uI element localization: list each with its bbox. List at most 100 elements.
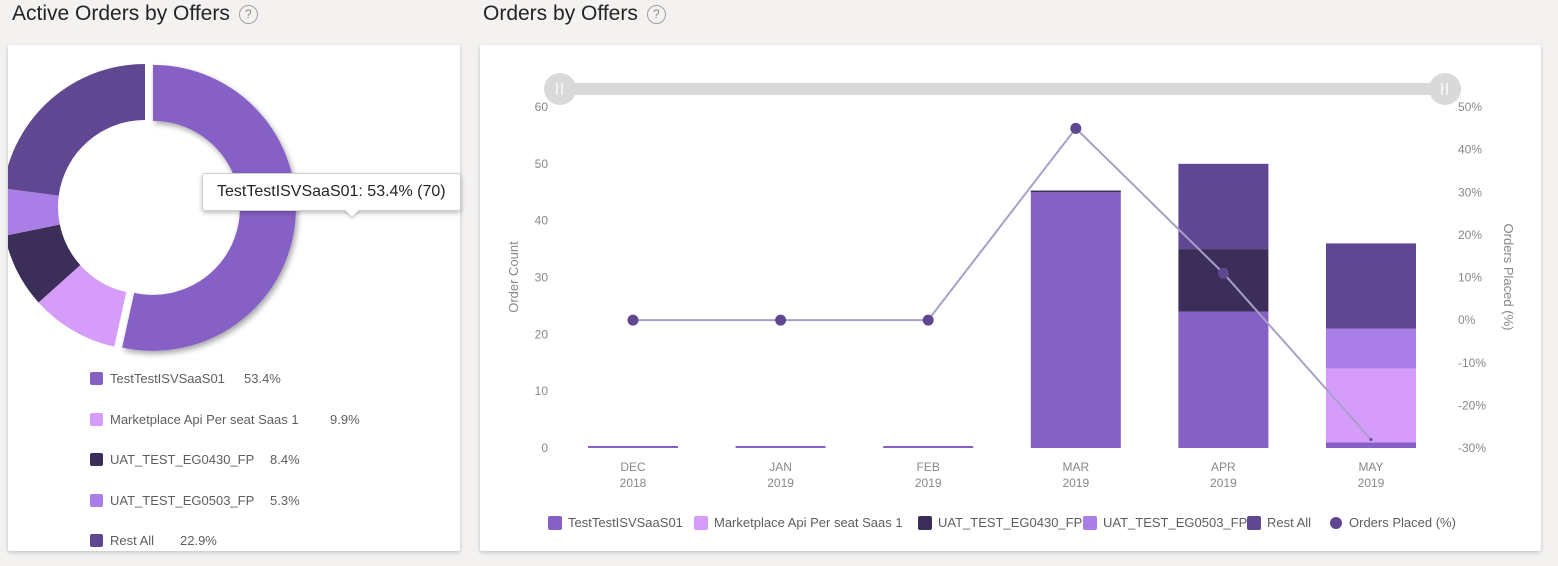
legend-label: Marketplace Api Per seat Saas 1 xyxy=(110,411,299,427)
donut-chart-card: TestTestISVSaaS01 53.4% Marketplace Api Pe… xyxy=(8,45,461,551)
bar-segment-uat-test-eg0430-fp[interactable] xyxy=(1178,249,1269,312)
x-tick-label: MAY xyxy=(1358,460,1383,474)
y-axis-title: Order Count xyxy=(506,241,521,313)
legend-swatch xyxy=(1247,516,1261,530)
legend-label: TestTestISVSaaS01 xyxy=(568,515,683,530)
donut-slice-uat-test-eg0430-fp[interactable] xyxy=(8,224,81,303)
donut-slice-testtestisvsaas01[interactable] xyxy=(122,64,296,351)
tooltip-arrow xyxy=(344,209,360,217)
y-tick-label: 30 xyxy=(535,271,549,285)
y-tick-label: 20 xyxy=(535,327,549,341)
y2-tick-label: 40% xyxy=(1458,143,1482,157)
y2-tick-label: -10% xyxy=(1458,356,1486,370)
y2-tick-label: 10% xyxy=(1458,271,1482,285)
legend-label: Rest All xyxy=(1267,515,1311,530)
range-slider-track[interactable] xyxy=(560,83,1445,95)
bar-chart-card: 0 10 20 30 40 50 60 Order Count -30% -20% -10% 0% 1… xyxy=(480,45,1541,551)
legend-label: Marketplace Api Per seat Saas 1 xyxy=(714,515,903,530)
bar-segment-empty[interactable] xyxy=(588,446,678,448)
orders-placed-point[interactable] xyxy=(922,314,934,326)
y-tick-label: 10 xyxy=(535,384,549,398)
right-panel-title: Orders by Offers ? xyxy=(483,2,666,26)
legend-swatch xyxy=(90,534,103,547)
orders-placed-point[interactable] xyxy=(1070,122,1082,134)
x-tick-label: 2019 xyxy=(1062,476,1089,490)
legend-label: UAT_TEST_EG0503_FP xyxy=(110,492,255,508)
legend-item[interactable]: Marketplace Api Per seat Saas 1 xyxy=(90,412,299,427)
bar-segment-testtestisvsaas01[interactable] xyxy=(1326,442,1416,448)
y-tick-label: 50 xyxy=(535,157,549,171)
legend-label: Rest All xyxy=(110,533,155,548)
bar-segment-empty[interactable] xyxy=(735,446,826,448)
legend-label: Orders Placed (%) xyxy=(1349,515,1456,530)
y-tick-label: 60 xyxy=(535,100,549,114)
left-panel-title-text: Active Orders by Offers xyxy=(12,2,230,25)
bar-segment-rest-all[interactable] xyxy=(1326,243,1416,329)
legend-swatch xyxy=(90,493,103,507)
bar-segment-rest-all[interactable] xyxy=(1178,163,1269,250)
legend-label: UAT_TEST_EG0430_FP xyxy=(938,515,1082,530)
range-slider[interactable] xyxy=(544,73,1461,105)
legend-item-uat-test-eg0430-fp[interactable]: UAT_TEST_EG0430_FP xyxy=(918,515,1082,530)
legend-item-marketplace-api-per-seat-saas-1[interactable]: Marketplace Api Per seat Saas 1 xyxy=(694,515,903,530)
legend-value: 8.4% xyxy=(270,452,300,467)
bar-segment-empty[interactable] xyxy=(883,446,974,448)
legend-item[interactable]: UAT_TEST_EG0503_FP xyxy=(90,493,254,508)
y2-tick-label: 50% xyxy=(1458,100,1482,114)
bar-segment-uat-test-eg0430-fp[interactable] xyxy=(1030,190,1121,193)
donut-slice-marketplace-api-per-seat-saas-1[interactable] xyxy=(38,265,127,347)
x-tick-label: 2018 xyxy=(620,476,647,490)
legend-value: 22.9% xyxy=(180,533,217,548)
x-tick-label: APR xyxy=(1211,460,1236,474)
legend-item-testtestisvsaas01[interactable]: TestTestISVSaaS01 xyxy=(548,515,683,530)
donut-slice-rest-all[interactable] xyxy=(8,64,145,196)
x-tick-label: 2019 xyxy=(1358,476,1385,490)
x-tick-label: 2019 xyxy=(767,476,794,490)
y2-tick-label: 20% xyxy=(1458,228,1482,242)
help-icon[interactable]: ? xyxy=(646,4,666,24)
x-tick-label: 2019 xyxy=(915,476,942,490)
orders-placed-point[interactable] xyxy=(1217,267,1229,279)
left-panel-title: Active Orders by Offers ? xyxy=(12,2,258,26)
y2-axis-title: Orders Placed (%) xyxy=(1501,224,1516,331)
bar-segment-testtestisvsaas01[interactable] xyxy=(1030,192,1121,448)
x-tick-label: JAN xyxy=(769,460,792,474)
legend-item-orders-placed[interactable]: Orders Placed (%) xyxy=(1330,515,1456,530)
orders-placed-line xyxy=(633,126,1372,441)
legend-item[interactable]: UAT_TEST_EG0430_FP xyxy=(90,452,254,467)
legend-label: TestTestISVSaaS01 xyxy=(110,371,225,386)
legend-swatch xyxy=(90,412,103,426)
legend-swatch xyxy=(90,453,103,466)
legend-label: UAT_TEST_EG0430_FP xyxy=(110,452,255,467)
legend-value: 53.4% xyxy=(244,371,281,386)
bar-segment-uat-test-eg0503-fp[interactable] xyxy=(1326,328,1416,369)
legend-item-rest-all[interactable]: Rest All xyxy=(1247,515,1311,530)
x-tick-label: MAR xyxy=(1062,460,1089,474)
x-tick-label: 2019 xyxy=(1210,476,1237,490)
legend-marker xyxy=(1330,517,1342,529)
range-slider-handle-right[interactable] xyxy=(1429,73,1461,105)
y2-tick-label: 30% xyxy=(1458,185,1482,199)
y-tick-label: 0 xyxy=(541,441,548,455)
donut-tooltip: TestTestISVSaaS01: 53.4% (70) xyxy=(202,173,461,211)
donut-slice-uat-test-eg0503-fp[interactable] xyxy=(8,188,60,236)
legend-swatch xyxy=(90,372,103,385)
orders-placed-point[interactable] xyxy=(627,314,639,326)
legend-swatch xyxy=(1083,516,1097,530)
y2-tick-label: -30% xyxy=(1458,441,1486,455)
right-panel-title-text: Orders by Offers xyxy=(483,2,638,25)
range-slider-handle-left[interactable] xyxy=(544,73,576,105)
bar-segment-testtestisvsaas01[interactable] xyxy=(1178,311,1269,448)
legend-item-uat-test-eg0503-fp[interactable]: UAT_TEST_EG0503_FP xyxy=(1083,515,1247,530)
x-tick-label: FEB xyxy=(917,460,940,474)
legend-item[interactable]: Rest All xyxy=(90,533,154,548)
help-icon[interactable]: ? xyxy=(238,4,258,24)
orders-placed-point[interactable] xyxy=(775,314,787,326)
y2-tick-label: 0% xyxy=(1458,313,1476,327)
x-tick-label: DEC xyxy=(620,460,646,474)
y-tick-label: 40 xyxy=(535,214,549,228)
orders-placed-point[interactable] xyxy=(1369,437,1373,441)
combo-chart: 0 10 20 30 40 50 60 Order Count -30% -20% -10% 0% 1… xyxy=(506,73,1516,530)
donut-chart xyxy=(8,64,296,351)
legend-item[interactable]: TestTestISVSaaS01 xyxy=(90,371,225,386)
